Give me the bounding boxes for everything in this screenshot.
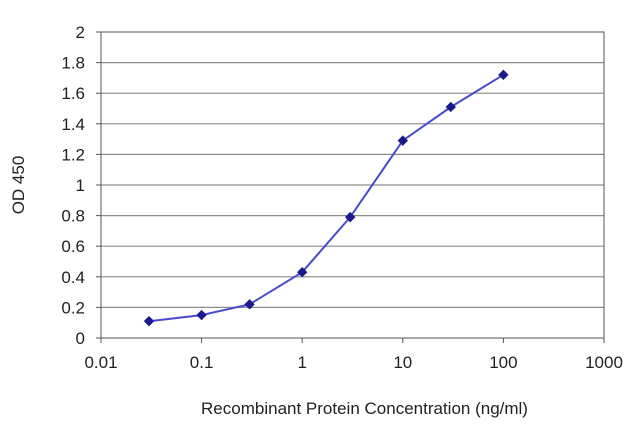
y-tick-label: 0.8 bbox=[61, 207, 85, 226]
data-point bbox=[196, 309, 207, 321]
y-tick-label: 2 bbox=[76, 23, 85, 42]
data-point bbox=[397, 135, 408, 146]
data-point bbox=[244, 299, 255, 310]
x-axis-label: Recombinant Protein Concentration (ng/ml… bbox=[201, 399, 528, 418]
y-tick-label: 1.2 bbox=[61, 145, 85, 164]
y-tick-label: 0.6 bbox=[61, 237, 85, 256]
y-axis-label: OD 450 bbox=[9, 156, 28, 215]
series-group bbox=[143, 69, 509, 327]
data-point bbox=[445, 101, 456, 113]
data-point bbox=[143, 315, 155, 327]
y-tick-label: 0 bbox=[76, 329, 85, 348]
x-tick-label: 0.01 bbox=[84, 353, 117, 372]
series-line bbox=[148, 73, 504, 323]
y-tick-label: 0.4 bbox=[61, 268, 85, 287]
y-tick-label: 1.4 bbox=[61, 115, 85, 134]
x-tick-label: 1 bbox=[297, 353, 306, 372]
y-tick-label: 1.8 bbox=[61, 54, 85, 73]
y-tick-label: 1 bbox=[76, 176, 85, 195]
x-tick-label: 100 bbox=[489, 353, 517, 372]
y-tick-label: 1.6 bbox=[61, 84, 85, 103]
x-tick-label: 10 bbox=[393, 353, 412, 372]
gridlines bbox=[101, 61, 604, 308]
data-point bbox=[498, 69, 509, 81]
y-tick-label: 0.2 bbox=[61, 298, 85, 317]
x-axis-ticks: 0.01 0.1 1 10 100 1000 bbox=[84, 338, 623, 372]
x-tick-label: 0.1 bbox=[190, 353, 214, 372]
x-tick-label: 1000 bbox=[585, 353, 623, 372]
y-axis-ticks: 0 0.2 0.4 0.6 0.8 1 1.2 1.4 1.6 1.8 2 bbox=[61, 23, 101, 348]
data-point bbox=[344, 211, 356, 223]
data-point bbox=[297, 267, 308, 278]
